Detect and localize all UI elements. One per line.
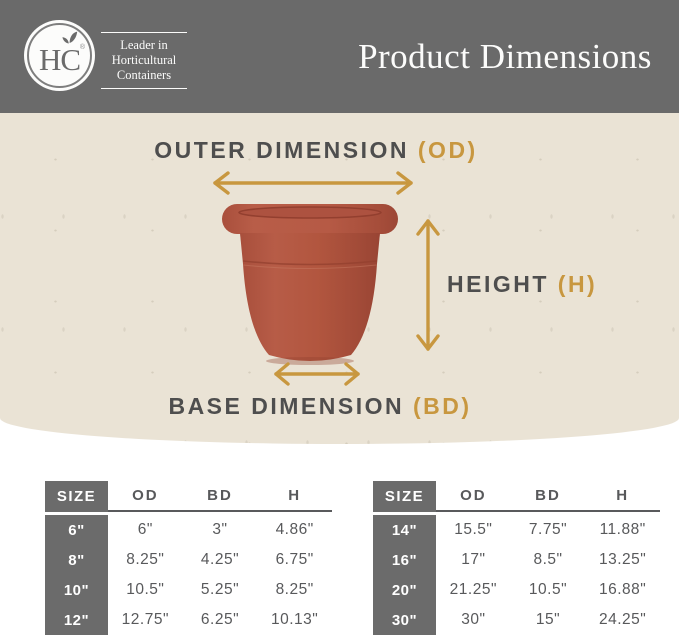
h-value: 4.86": [275, 521, 314, 538]
bd-value: 4.25": [200, 551, 240, 568]
bd-value: 5.25": [200, 581, 240, 598]
size-value: 16": [391, 551, 418, 569]
tagline-line: Leader in: [120, 38, 168, 52]
table-header-columns: OD BD H: [108, 481, 332, 512]
table-header-row: SIZE OD BD H: [373, 481, 660, 512]
od-value: 30": [461, 611, 486, 628]
od-value: 17": [461, 551, 486, 568]
pot-illustration: [200, 197, 420, 374]
registered-mark: ®: [79, 44, 85, 51]
size-value: 14": [391, 521, 418, 539]
bd-value: 8.5": [533, 551, 563, 568]
base-dimension-label: BASE DIMENSION (BD): [0, 393, 640, 420]
brand-logo: HC ®: [24, 20, 95, 91]
h-value: 11.88": [599, 521, 646, 538]
size-table-large: SIZE OD BD H 14" 16" 20" 30" 15.5" 7.75": [373, 481, 660, 636]
page-title: Product Dimensions: [358, 36, 652, 76]
od-value: 10.5": [126, 581, 165, 598]
h-value: 10.13": [271, 611, 319, 628]
bd-value: 10.5": [528, 581, 568, 598]
column-header-size: SIZE: [373, 481, 436, 512]
column-header-od: OD: [460, 487, 487, 504]
h-value: 16.88": [599, 581, 647, 598]
size-value: 6": [68, 521, 85, 539]
column-header-od: OD: [132, 487, 159, 504]
h-value: 13.25": [599, 551, 647, 568]
table-body: 14" 16" 20" 30" 15.5" 7.75" 11.88" 17" 8…: [373, 515, 660, 635]
od-value: 21.25": [449, 581, 497, 598]
h-value: 8.25": [275, 581, 314, 598]
h-value: 24.25": [599, 611, 647, 628]
base-dimension-text: BASE DIMENSION: [168, 393, 413, 419]
outer-dimension-label: OUTER DIMENSION (OD): [0, 137, 632, 164]
column-header-bd: BD: [207, 487, 233, 504]
dimension-diagram: OUTER DIMENSION (OD): [0, 113, 679, 444]
column-header-bd: BD: [535, 487, 561, 504]
dimension-values: 6" 3" 4.86" 8.25" 4.25" 6.75" 10.5" 5.25…: [108, 515, 332, 635]
leaf-sprout-icon: [62, 31, 78, 44]
table-body: 6" 8" 10" 12" 6" 3" 4.86" 8.25" 4.25" 6.…: [45, 515, 332, 635]
size-column: 14" 16" 20" 30": [373, 515, 436, 635]
size-value: 12": [63, 611, 90, 629]
size-value: 30": [391, 611, 418, 629]
size-tables-section: SIZE OD BD H 6" 8" 10" 12" 6" 3" 4.86": [0, 444, 679, 636]
column-header-h: H: [288, 487, 302, 504]
base-dimension-arrow: [274, 362, 360, 386]
bd-value: 3": [212, 521, 228, 538]
height-text: HEIGHT: [447, 271, 558, 297]
height-label: HEIGHT (H): [447, 271, 597, 298]
od-value: 6": [137, 521, 153, 538]
od-value: 12.75": [121, 611, 169, 628]
logo-tagline: Leader in Horticultural Containers: [101, 32, 187, 90]
column-header-h: H: [616, 487, 630, 504]
header-bar: HC ® Leader in Horticultural Containers …: [0, 0, 679, 113]
outer-dimension-text: OUTER DIMENSION: [154, 137, 418, 163]
tagline-line: Horticultural: [111, 52, 177, 67]
bd-value: 6.25": [200, 611, 240, 628]
od-value: 15.5": [454, 521, 493, 538]
h-value: 6.75": [275, 551, 314, 568]
outer-dimension-abbr: (OD): [417, 137, 478, 163]
base-dimension-abbr: (BD): [412, 393, 472, 419]
size-table-small: SIZE OD BD H 6" 8" 10" 12" 6" 3" 4.86": [45, 481, 332, 636]
size-value: 8": [68, 551, 85, 569]
table-header-row: SIZE OD BD H: [45, 481, 332, 512]
bd-value: 15": [535, 611, 561, 628]
outer-dimension-arrow: [213, 171, 413, 195]
tagline-line: Containers: [116, 67, 172, 82]
logo-monogram: HC: [38, 42, 81, 77]
size-value: 20": [391, 581, 418, 599]
size-value: 10": [63, 581, 90, 599]
table-header-columns: OD BD H: [436, 481, 660, 512]
column-header-size: SIZE: [45, 481, 108, 512]
size-column: 6" 8" 10" 12": [45, 515, 108, 635]
height-arrow: [416, 219, 440, 351]
dimension-values: 15.5" 7.75" 11.88" 17" 8.5" 13.25" 21.25…: [436, 515, 660, 635]
od-value: 8.25": [126, 551, 165, 568]
height-abbr: (H): [557, 271, 598, 297]
bd-value: 7.75": [528, 521, 568, 538]
